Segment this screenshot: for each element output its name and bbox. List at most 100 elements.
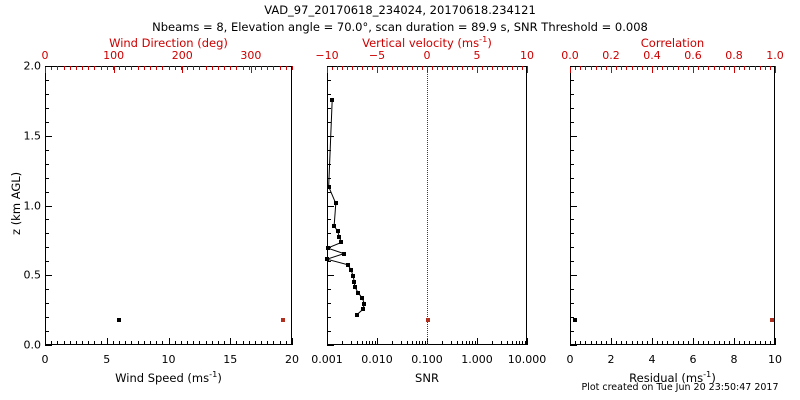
panel-snr-snr-point xyxy=(325,246,330,251)
panel-snr-bottom-minor-tick xyxy=(400,341,402,345)
panel-residual-bottom-minor-tick xyxy=(734,341,735,345)
panel-wind-bottom-minor-tick xyxy=(106,341,108,345)
panel-snr-bottom-minor-tick xyxy=(524,341,526,345)
panel-residual-top-minor-tick xyxy=(580,66,582,70)
panel-wind-bottom-minor-tick xyxy=(82,341,84,345)
panel-snr-top-minor-tick xyxy=(417,66,418,70)
panel-wind-top-minor-tick xyxy=(63,66,65,70)
panel-wind-bottom-minor-tick xyxy=(205,341,207,345)
panel-snr-top-minor-tick xyxy=(342,66,343,70)
panel-residual-top-minor-tick xyxy=(590,66,592,70)
panel-snr-bottom-tick-label: 0.001 xyxy=(311,353,343,366)
panel-wind-top-minor-tick xyxy=(94,66,96,70)
panel-wind-bottom-minor-tick xyxy=(248,341,250,345)
panel-wind-y-minor-tick xyxy=(45,177,49,179)
panel-snr-top-minor-tick xyxy=(357,66,358,70)
panel-residual-bottom-axis-title: Residual (ms-1) xyxy=(629,369,716,385)
panel-wind-bottom-minor-tick xyxy=(112,341,114,345)
panel-residual-top-minor-tick xyxy=(723,66,725,70)
panel-snr-top-minor-tick xyxy=(477,66,478,70)
panel-snr-top-minor-tick xyxy=(382,66,383,70)
panel-residual-top-minor-tick xyxy=(698,66,700,70)
y-tick-label: 1.5 xyxy=(23,129,42,143)
panel-snr-y-minor-tick xyxy=(327,191,331,193)
panel-snr-snr-point xyxy=(326,184,331,189)
panel-residual-top-minor-tick xyxy=(764,66,766,70)
panel-residual-bottom-minor-tick xyxy=(570,341,571,345)
panel-residual-top-minor-tick xyxy=(749,66,751,70)
panel-wind-top-minor-tick xyxy=(106,66,108,70)
panel-snr-snr-point xyxy=(360,296,365,301)
panel-wind-top-axis-title: Wind Direction (deg) xyxy=(109,36,228,50)
panel-snr-bottom-minor-tick xyxy=(500,341,502,345)
panel-wind-y-minor-tick xyxy=(45,93,49,95)
panel-wind-y-minor-tick xyxy=(45,135,49,137)
panel-snr-top-axis-title: Vertical velocity (ms-1) xyxy=(362,34,492,50)
panel-snr-bottom-minor-tick xyxy=(415,341,417,345)
panel-residual-bottom-minor-tick xyxy=(636,341,638,345)
panel-wind-top-minor-tick xyxy=(261,66,263,70)
panel-wind-y-minor-tick xyxy=(45,247,49,249)
panel-residual-bottom-minor-tick xyxy=(744,341,746,345)
panel-snr-bottom-minor-tick xyxy=(442,341,444,345)
panel-residual-bottom-minor-tick xyxy=(759,341,761,345)
panel-snr-y-minor-tick xyxy=(327,135,331,137)
panel-wind-top-minor-tick xyxy=(242,66,244,70)
panel-residual-y-minor-tick xyxy=(570,233,574,235)
panel-residual-top-minor-tick xyxy=(662,66,664,70)
panel-snr-bottom-minor-tick xyxy=(450,341,452,345)
panel-residual-y-minor-tick xyxy=(570,317,574,319)
panel-residual-y-minor-tick xyxy=(570,205,574,207)
panel-snr-top-tick-label: −10 xyxy=(315,49,339,62)
panel-wind-bottom-tick-label: 0 xyxy=(41,353,49,366)
panel-snr-top-minor-tick xyxy=(332,66,333,70)
panel-residual-bottom-minor-tick xyxy=(657,341,659,345)
panel-residual-top-minor-tick xyxy=(744,66,746,70)
panel-snr-snr-point xyxy=(330,98,335,103)
panel-snr-bottom-minor-tick xyxy=(361,341,363,345)
panel-wind-top-minor-tick xyxy=(193,66,195,70)
panel-wind-bottom-minor-tick xyxy=(217,341,219,345)
panel-snr-bottom-minor-tick xyxy=(369,341,371,345)
panel-wind-y-minor-tick xyxy=(45,261,49,263)
panel-wind-y-minor-tick xyxy=(45,79,49,81)
panel-wind-bottom-minor-tick xyxy=(254,341,256,345)
panel-residual-top-tick-label: 0.4 xyxy=(643,49,661,62)
panel-wind-top-minor-tick xyxy=(57,66,59,70)
panel-wind-bottom-minor-tick xyxy=(224,341,226,345)
panel-residual-y-minor-tick xyxy=(570,177,574,179)
panel-residual-y-minor-tick xyxy=(570,79,574,81)
panel-wind-top-minor-tick xyxy=(162,66,164,70)
panel-snr-bottom-minor-tick xyxy=(515,341,517,345)
panel-snr-y-minor-tick xyxy=(327,219,331,221)
panel-wind-top-minor-tick xyxy=(156,66,158,70)
panel-snr-top-minor-tick xyxy=(367,66,368,70)
panel-wind-y-minor-tick xyxy=(45,149,49,151)
panel-residual-y-minor-tick xyxy=(570,121,574,123)
panel-wind-bottom-minor-tick xyxy=(211,341,213,345)
panel-residual-correlation-point xyxy=(769,317,774,322)
panel-wind-y-minor-tick xyxy=(45,107,49,109)
panel-residual-top-minor-tick xyxy=(631,66,633,70)
panel-wind-bottom-tick-label: 10 xyxy=(161,353,176,366)
plot-created-footer: Plot created on Tue Jun 20 23:50:47 2017 xyxy=(581,382,779,393)
panel-residual-bottom-minor-tick xyxy=(687,341,689,345)
panel-snr-y-minor-tick xyxy=(327,345,331,346)
panel-snr-y-minor-tick xyxy=(327,66,331,67)
panel-residual-y-minor-tick xyxy=(570,345,574,346)
panel-wind-top-minor-tick xyxy=(82,66,84,70)
panel-snr-bottom-minor-tick xyxy=(372,341,374,345)
panel-snr-bottom-minor-tick xyxy=(507,341,509,345)
panel-residual-y-minor-tick xyxy=(570,219,574,221)
panel-snr-y-minor-tick xyxy=(327,121,331,123)
panel-snr-top-minor-tick xyxy=(412,66,413,70)
panel-snr-bottom-minor-tick xyxy=(424,341,426,345)
y-tick-label: 0.5 xyxy=(23,268,42,282)
panel-snr-bottom-tick-label: 1.000 xyxy=(461,353,493,366)
panel-snr-snr-point xyxy=(354,313,359,317)
panel-residual-top-minor-tick xyxy=(605,66,607,70)
panel-residual-top-minor-tick xyxy=(652,66,653,70)
panel-snr-y-minor-tick xyxy=(327,177,331,179)
panel-snr-top-minor-tick xyxy=(337,66,338,70)
panel-snr-top-minor-tick xyxy=(352,66,353,70)
